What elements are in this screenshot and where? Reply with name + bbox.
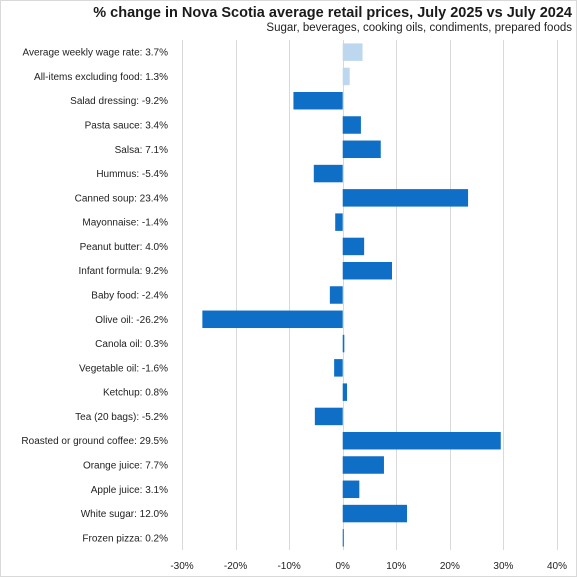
category-label: Hummus: -5.4% — [96, 169, 168, 180]
category-label: Peanut butter: 4.0% — [80, 242, 169, 253]
category-label: Mayonnaise: -1.4% — [82, 218, 168, 229]
bar — [342, 431, 501, 450]
gridlines — [182, 40, 558, 550]
x-tick-label: 40% — [547, 561, 567, 572]
category-label: Canned soup: 23.4% — [75, 193, 169, 204]
bar — [342, 334, 345, 353]
bar — [342, 504, 407, 523]
bar — [342, 456, 384, 474]
category-label: Pasta sauce: 3.4% — [85, 121, 168, 132]
category-label: Average weekly wage rate: 3.7% — [23, 48, 169, 59]
category-label: Orange juice: 7.7% — [83, 461, 168, 472]
x-tick-label: 20% — [440, 561, 460, 572]
bar — [342, 237, 365, 256]
x-tick-label: -30% — [170, 561, 193, 572]
category-label: Salsa: 7.1% — [115, 145, 168, 156]
category-label: Tea (20 bags): -5.2% — [75, 412, 168, 423]
category-labels: Average weekly wage rate: 3.7% All-items … — [21, 48, 168, 545]
x-axis-tick-labels: -30% -20% -10% 0% 10% 20% 30% 40% — [170, 561, 567, 572]
bar — [202, 310, 343, 329]
bar — [342, 383, 347, 401]
bar — [335, 213, 343, 231]
bar — [334, 359, 343, 377]
x-tick-label: 10% — [386, 561, 406, 572]
chart-title: % change in Nova Scotia average retail p… — [93, 5, 572, 21]
bar — [293, 91, 343, 110]
bar — [342, 261, 392, 280]
category-label: Roasted or ground coffee: 29.5% — [21, 436, 168, 447]
category-label: White sugar: 12.0% — [81, 509, 168, 520]
x-tick-label: 0% — [335, 561, 350, 572]
category-label: Canola oil: 0.3% — [95, 339, 168, 350]
bars — [202, 43, 501, 547]
x-tick-label: -20% — [224, 561, 247, 572]
category-label: Baby food: -2.4% — [91, 291, 168, 302]
x-tick-label: 30% — [493, 561, 513, 572]
category-label: Vegetable oil: -1.6% — [79, 363, 168, 374]
category-label: Salad dressing: -9.2% — [70, 96, 168, 107]
x-tick-label: -10% — [277, 561, 300, 572]
bar — [342, 189, 469, 207]
category-label: Ketchup: 0.8% — [103, 388, 168, 399]
bar — [329, 286, 343, 304]
bar — [342, 529, 344, 547]
category-label: Frozen pizza: 0.2% — [82, 533, 168, 544]
chart-subtitle: Sugar, beverages, cooking oils, condimen… — [266, 22, 572, 34]
category-label: All-items excluding food: 1.3% — [34, 72, 168, 83]
bar — [314, 407, 343, 426]
category-label: Olive oil: -26.2% — [95, 315, 168, 326]
bar — [313, 164, 343, 183]
bar — [342, 480, 360, 499]
bar — [342, 67, 350, 86]
bar — [342, 116, 361, 134]
category-label: Infant formula: 9.2% — [79, 266, 169, 277]
bar — [342, 140, 381, 159]
bar — [342, 43, 363, 61]
category-label: Apple juice: 3.1% — [91, 485, 168, 496]
